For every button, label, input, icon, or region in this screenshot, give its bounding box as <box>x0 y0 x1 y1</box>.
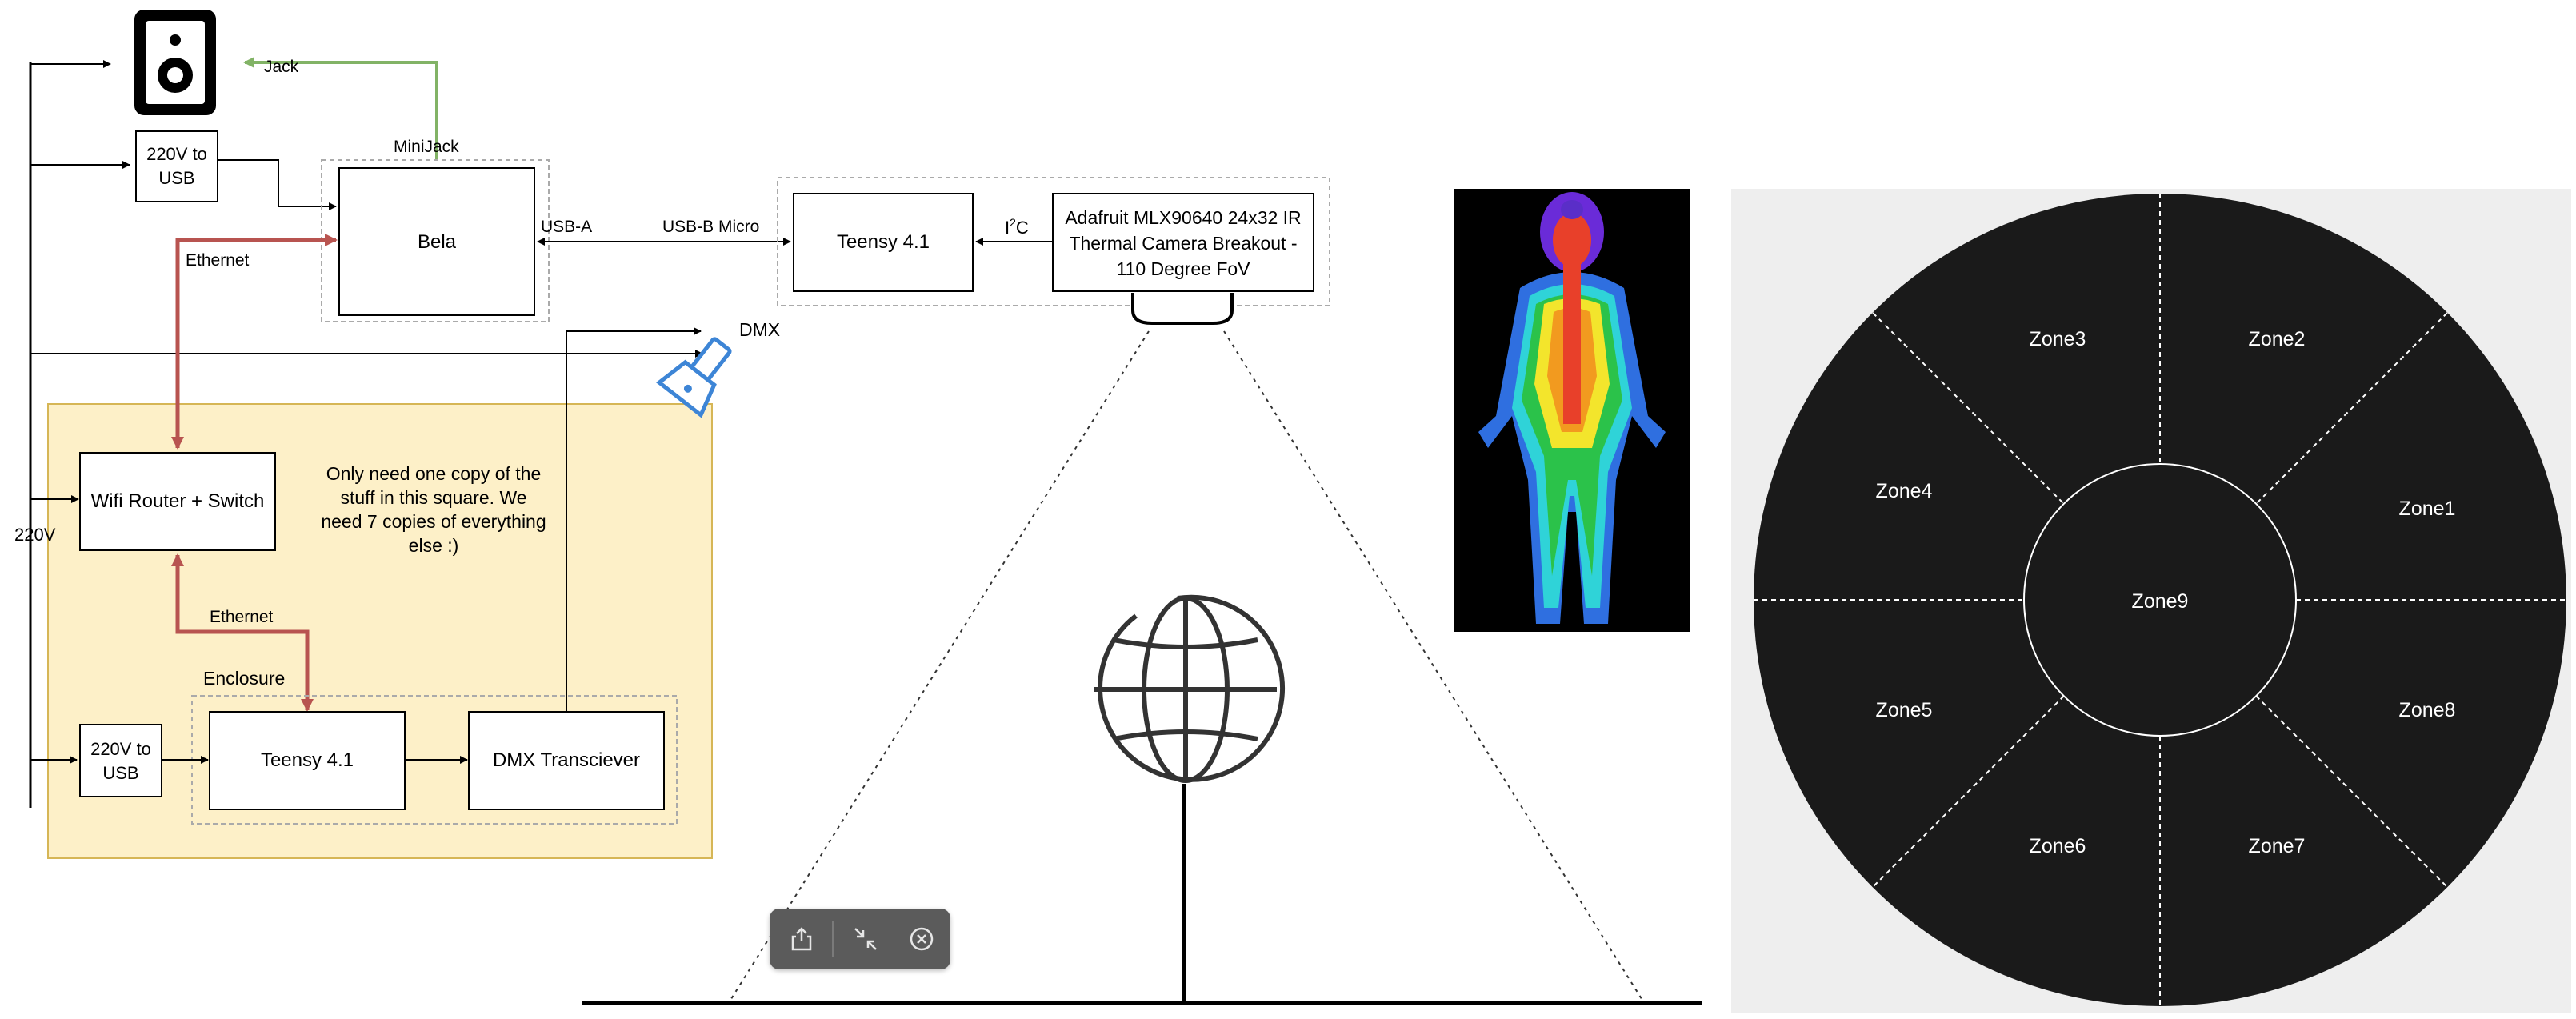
note-line2: stuff in this square. We <box>340 487 526 508</box>
camera-box <box>1052 193 1314 292</box>
audio-jack-connection <box>243 57 438 160</box>
dmx-light-icon <box>655 337 732 418</box>
ethernet-bottom-label: Ethernet <box>210 608 274 626</box>
camera-label-line2: Thermal Camera Breakout - <box>1069 233 1297 254</box>
teensy-bottom-label: Teensy 4.1 <box>261 749 354 771</box>
share-icon <box>791 927 812 951</box>
zone-dividers <box>1754 194 2566 1006</box>
floating-toolbar <box>770 909 950 969</box>
psu-bottom-label-line2: USB <box>102 763 138 783</box>
camera-label-line3: 110 Degree FoV <box>1116 258 1250 279</box>
teensy-top-label: Teensy 4.1 <box>837 231 930 253</box>
dmx-transceiver-box <box>468 711 665 810</box>
dmx-signal-line <box>566 327 702 712</box>
power-label: 220V <box>14 525 56 545</box>
i2c-superscript: 2 <box>1010 216 1016 229</box>
zone1-label: Zone1 <box>2399 498 2456 520</box>
zone3-label: Zone3 <box>2030 328 2086 350</box>
zone8-label: Zone8 <box>2399 699 2456 721</box>
enclosure-label: Enclosure <box>203 668 285 689</box>
dmx-transceiver-label: DMX Transciever <box>493 749 640 771</box>
sensor-group <box>777 177 1330 306</box>
psu-top-to-bela <box>218 159 337 210</box>
jack-label: Jack <box>264 58 299 76</box>
teensy-top-box <box>793 193 974 292</box>
zone9-inner-circle <box>2023 463 2297 737</box>
ethernet-top-label: Ethernet <box>186 251 250 270</box>
i2c-label: I2C <box>1005 216 1029 238</box>
share-button[interactable] <box>778 915 826 963</box>
zone4-label: Zone4 <box>1876 480 1933 502</box>
usb-b-label: USB-B Micro <box>662 218 759 236</box>
minijack-label: MiniJack <box>394 138 459 156</box>
note-line4: else :) <box>409 535 459 556</box>
bela-box <box>338 167 535 316</box>
router-box <box>79 452 276 551</box>
speaker-icon <box>134 10 216 115</box>
close-circle-icon <box>910 927 934 951</box>
bela-label: Bela <box>418 231 457 253</box>
psu-top-label-line2: USB <box>158 168 194 188</box>
psu-bottom-label-line1: 220V to <box>90 739 151 759</box>
close-button[interactable] <box>898 915 946 963</box>
zone6-label: Zone6 <box>2030 835 2086 857</box>
note-line3: need 7 copies of everything <box>321 511 546 532</box>
zone7-label: Zone7 <box>2249 835 2306 857</box>
fov-line-right <box>1223 330 1644 1002</box>
globe-icon <box>1094 594 1286 783</box>
note-line1: Only need one copy of the <box>326 463 542 484</box>
fov-line-left <box>729 330 1150 1002</box>
camera-lens-icon <box>1131 293 1234 325</box>
usb-a-label: USB-A <box>541 218 592 236</box>
psu-bottom-box <box>79 724 162 797</box>
collapse-button[interactable] <box>842 915 890 963</box>
camera-label-line1: Adafruit MLX90640 24x32 IR <box>1065 207 1301 228</box>
dmx-label: DMX <box>739 319 780 340</box>
ethernet-router-teensy <box>171 553 314 712</box>
ethernet-router-bela <box>171 234 338 450</box>
router-label: Wifi Router + Switch <box>91 490 265 512</box>
collapse-icon <box>854 928 877 950</box>
thermal-body-image <box>1454 189 1690 632</box>
zone5-label: Zone5 <box>1876 699 1933 721</box>
psu-top-box <box>135 130 218 202</box>
zone9-label: Zone9 <box>2132 590 2189 613</box>
toolbar-separator <box>832 921 834 957</box>
zone2-label: Zone2 <box>2249 328 2306 350</box>
psu-top-label-line1: 220V to <box>146 144 207 164</box>
